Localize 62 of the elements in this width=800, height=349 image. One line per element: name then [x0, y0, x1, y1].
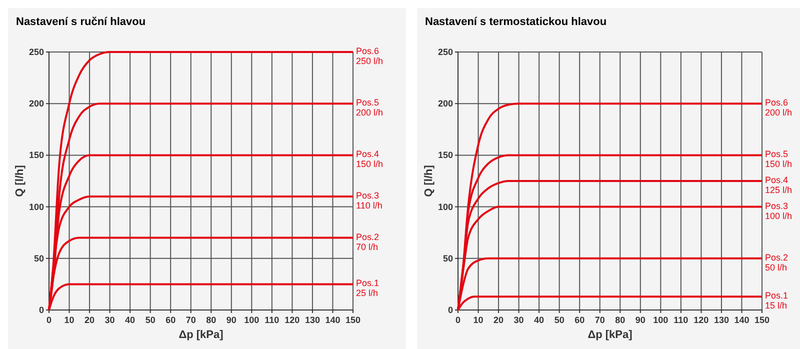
- x-tick-label: 80: [206, 315, 216, 325]
- series-label: Pos.2 50 l/h: [765, 252, 788, 272]
- y-tick-label: 250: [438, 47, 453, 57]
- chart-title: Nastavení s termostatickou hlavou: [425, 16, 607, 28]
- y-tick-label: 50: [442, 253, 453, 264]
- x-tick-label: 70: [594, 315, 605, 325]
- y-tick-label: 150: [438, 150, 453, 160]
- x-tick-label: 90: [226, 315, 236, 325]
- series-label: Pos.6 250 l/h: [356, 46, 384, 66]
- x-tick-label: 110: [674, 315, 688, 325]
- series-label: Pos.3 100 l/h: [765, 200, 792, 221]
- y-tick-label: 100: [28, 202, 44, 212]
- x-axis-title: Δp [kPa]: [178, 329, 224, 341]
- x-tick-label: 110: [264, 315, 280, 325]
- x-tick-label: 130: [714, 315, 729, 325]
- x-tick-label: 50: [145, 315, 156, 325]
- x-tick-label: 60: [166, 315, 176, 325]
- x-tick-label: 100: [244, 315, 260, 325]
- x-tick-label: 130: [304, 315, 320, 325]
- y-axis-title: Q [l/h]: [14, 164, 26, 197]
- y-tick-label: 250: [28, 47, 44, 57]
- x-tick-label: 60: [574, 315, 585, 325]
- y-tick-label: 200: [28, 98, 44, 109]
- series-label: Pos.3 110 l/h: [356, 190, 382, 210]
- x-tick-label: 140: [325, 315, 340, 325]
- y-tick-label: 150: [28, 150, 44, 160]
- x-tick-label: 150: [754, 315, 770, 325]
- x-tick-label: 120: [694, 315, 709, 325]
- x-tick-label: 150: [345, 315, 361, 325]
- series-label: Pos.5 200 l/h: [356, 98, 384, 118]
- y-tick-label: 50: [34, 253, 44, 264]
- x-tick-label: 10: [64, 315, 74, 325]
- series-label: Pos.4 150 l/h: [356, 149, 384, 170]
- x-tick-label: 70: [186, 315, 196, 325]
- x-tick-label: 40: [534, 315, 544, 325]
- series-label: Pos.1 15 l/h: [765, 290, 788, 311]
- y-tick-label: 0: [38, 305, 44, 315]
- x-tick-label: 90: [635, 315, 646, 325]
- series-label: Pos.5 150 l/h: [765, 149, 792, 170]
- series-label: Pos.6 200 l/h: [765, 98, 792, 118]
- series-label: Pos.4 125 l/h: [765, 175, 792, 195]
- x-tick-label: 80: [615, 315, 626, 325]
- x-tick-label: 20: [84, 315, 95, 325]
- series-label: Pos.1 25 l/h: [356, 278, 380, 298]
- y-tick-label: 0: [448, 305, 453, 315]
- x-tick-label: 40: [125, 315, 136, 325]
- y-axis-title: Q [l/h]: [423, 164, 435, 197]
- chart-title: Nastavení s ruční hlavou: [16, 16, 146, 28]
- x-tick-label: 50: [554, 315, 564, 325]
- x-tick-label: 0: [455, 315, 461, 325]
- x-tick-label: 140: [734, 315, 750, 325]
- y-tick-label: 100: [438, 202, 453, 212]
- x-tick-label: 30: [514, 315, 524, 325]
- x-tick-label: 30: [104, 315, 115, 325]
- x-tick-label: 20: [494, 315, 504, 325]
- x-tick-label: 10: [473, 315, 484, 325]
- x-tick-label: 0: [46, 315, 52, 325]
- x-tick-label: 100: [653, 315, 668, 325]
- x-tick-label: 120: [284, 315, 300, 325]
- x-axis-title: Δp [kPa]: [588, 329, 633, 341]
- y-tick-label: 200: [438, 98, 453, 109]
- series-label: Pos.2 70 l/h: [356, 232, 380, 252]
